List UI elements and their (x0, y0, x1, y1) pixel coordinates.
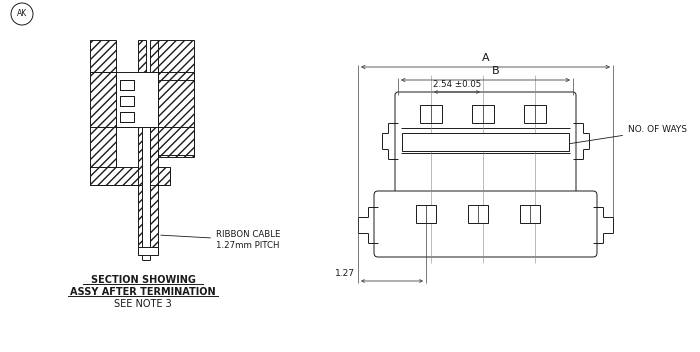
Bar (524, 105, 546, 123)
Bar (150, 40, 158, 72)
Text: NO. OF WAYS: NO. OF WAYS (565, 126, 687, 145)
Bar (116, 72, 158, 127)
Bar (472, 105, 494, 123)
Bar (150, 127, 158, 247)
Bar (138, 40, 146, 72)
Bar (120, 112, 134, 122)
Bar (158, 40, 194, 72)
Text: ASSY AFTER TERMINATION: ASSY AFTER TERMINATION (70, 287, 216, 297)
Text: AK: AK (17, 10, 27, 19)
Text: B: B (491, 66, 499, 76)
Bar (402, 133, 569, 151)
Bar (120, 96, 134, 106)
Bar (520, 205, 540, 223)
Text: 2.54 ±0.05: 2.54 ±0.05 (433, 80, 482, 89)
Bar (420, 105, 442, 123)
Bar (416, 205, 436, 223)
Text: 1.27: 1.27 (335, 269, 355, 278)
Text: MX - I: MX - I (407, 138, 433, 146)
Text: SECTION SHOWING: SECTION SHOWING (90, 275, 195, 285)
Bar (142, 127, 150, 247)
Bar (468, 205, 488, 223)
Bar (158, 127, 194, 157)
Bar (90, 167, 170, 185)
Text: SEE NOTE 3: SEE NOTE 3 (114, 299, 172, 309)
Text: A: A (482, 53, 489, 63)
Bar (90, 127, 116, 167)
Bar (138, 127, 142, 247)
Text: 6: 6 (555, 138, 561, 146)
FancyBboxPatch shape (374, 191, 597, 257)
Text: RIBBON CABLE
1.27mm PITCH: RIBBON CABLE 1.27mm PITCH (161, 230, 281, 250)
FancyBboxPatch shape (395, 92, 576, 198)
Bar (120, 80, 134, 90)
Bar (90, 40, 116, 72)
Bar (158, 72, 194, 127)
Bar (138, 247, 158, 255)
Bar (90, 72, 116, 127)
